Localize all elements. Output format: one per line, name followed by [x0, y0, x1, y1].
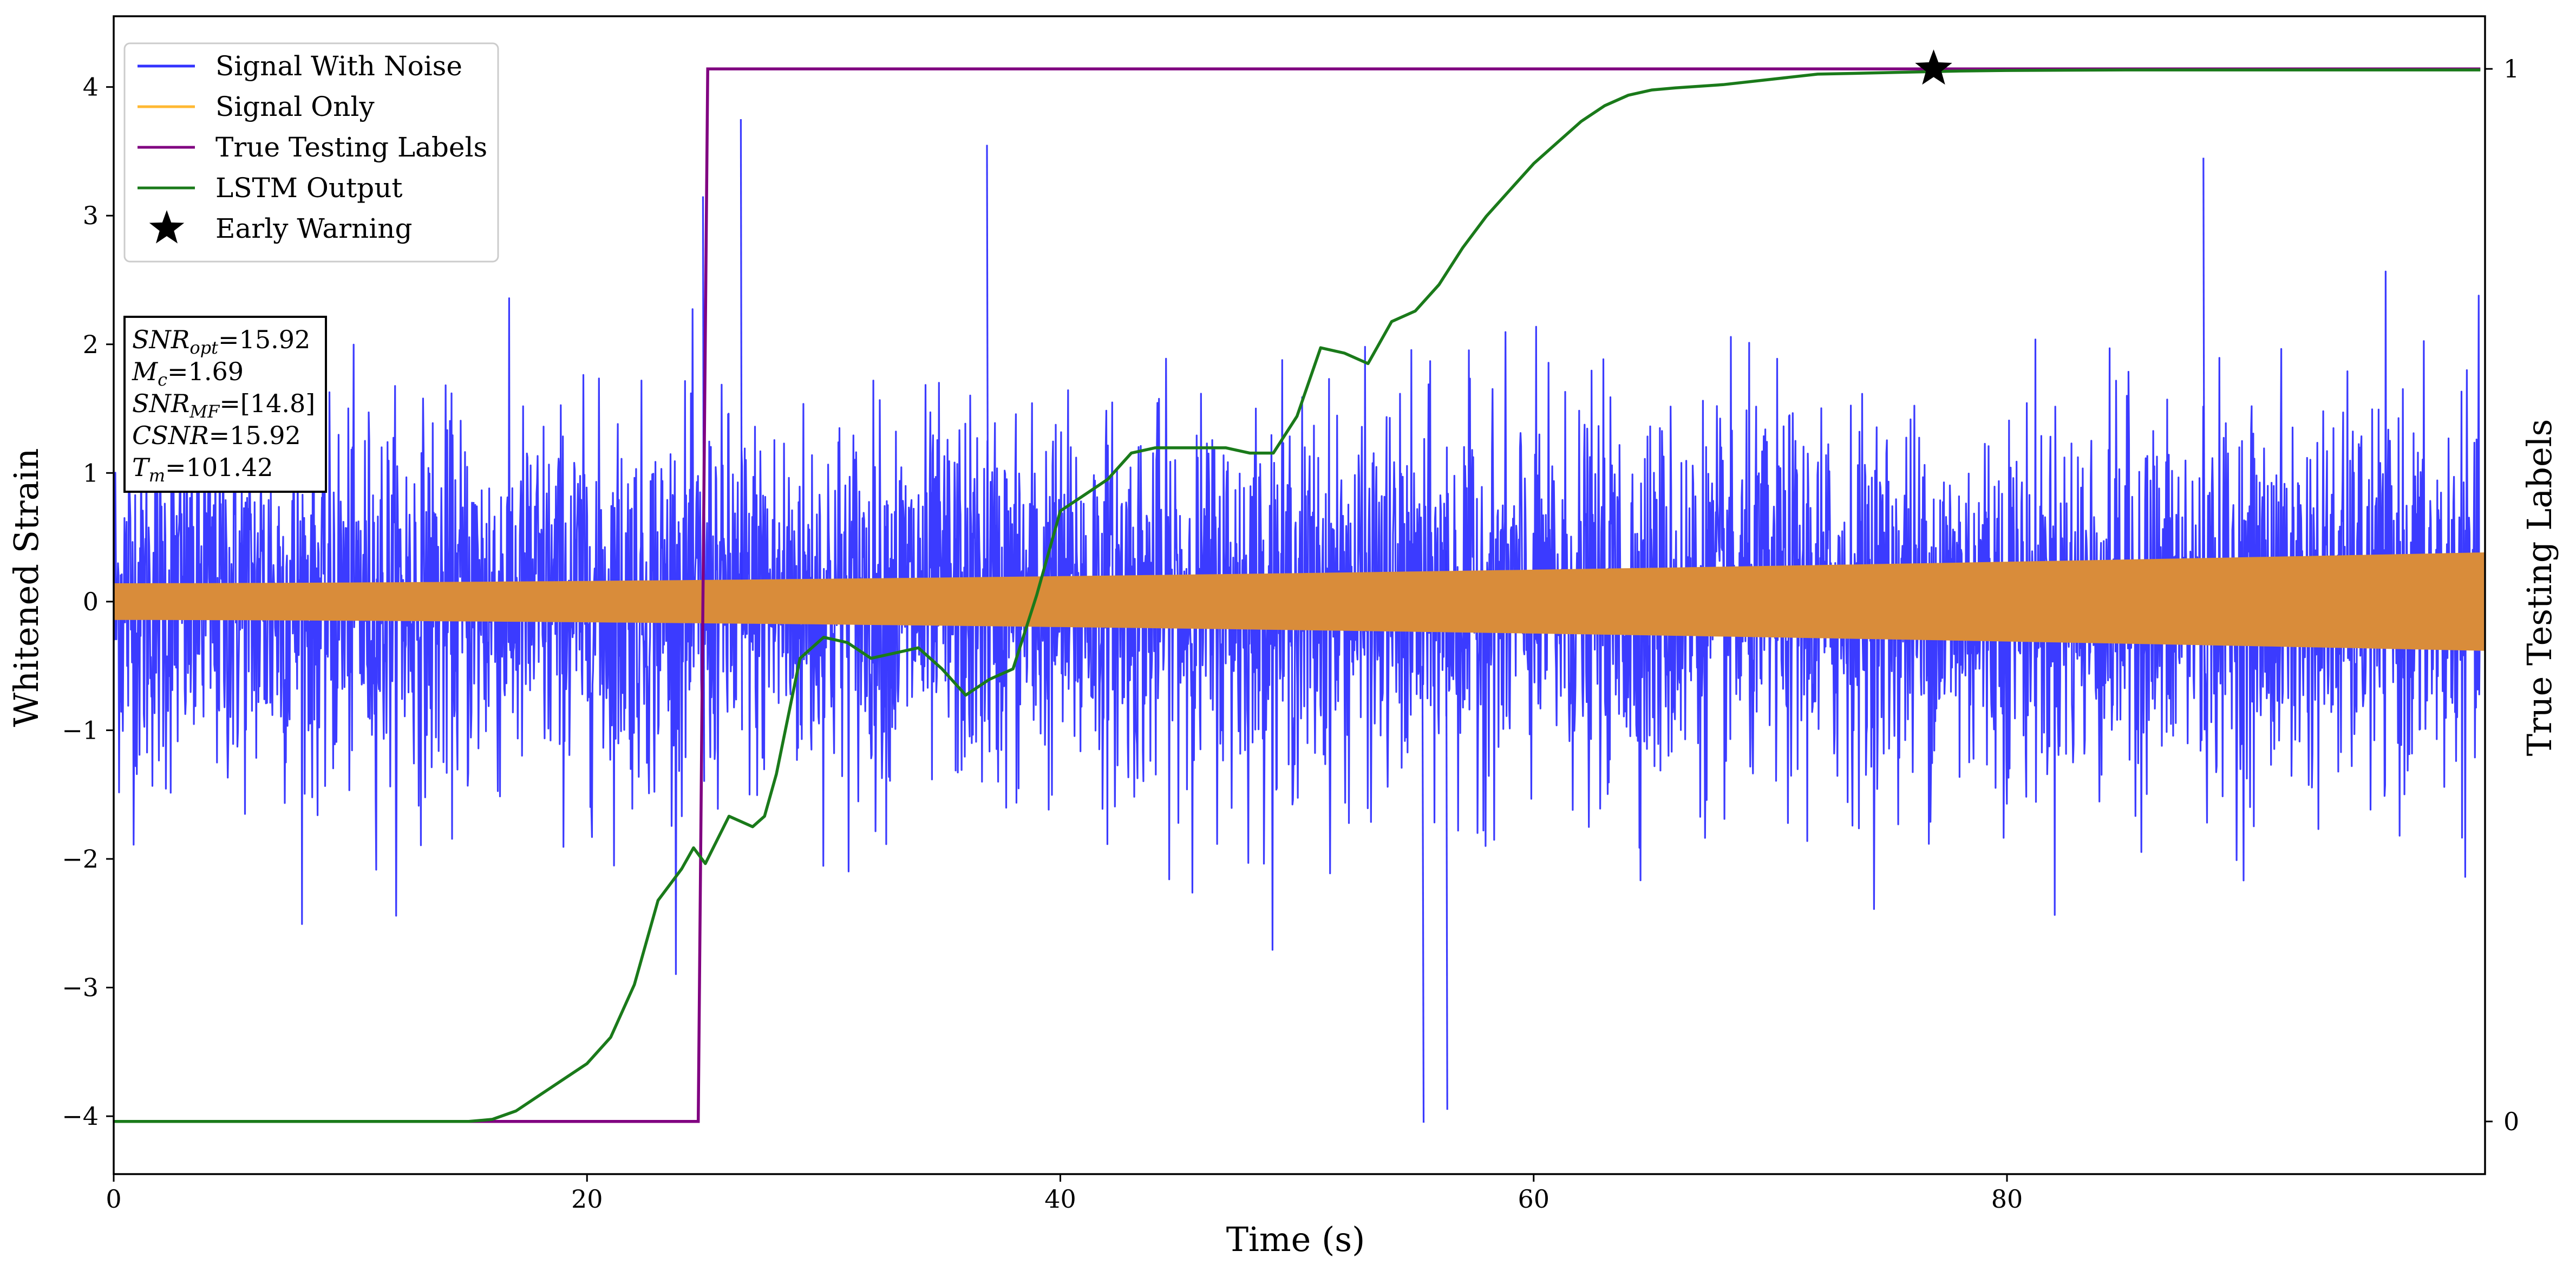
y-left-tick-label: −2 [62, 844, 99, 874]
y-right-tick-label: 0 [2503, 1107, 2519, 1136]
legend-label: LSTM Output [215, 172, 402, 204]
legend-star-icon [149, 210, 185, 244]
y-left-tick-label: 4 [83, 73, 99, 102]
annotation-line: SNRMF=[14.8] [132, 389, 315, 422]
annotation-line: Tm=101.42 [132, 453, 273, 486]
y-left-tick-label: −3 [62, 973, 99, 1002]
legend-label: Signal With Noise [215, 50, 462, 82]
x-tick-label: 80 [1991, 1184, 2023, 1214]
legend: Signal With Noise Signal Only True Testing… [123, 42, 499, 263]
annotation-line: SNRopt=15.92 [132, 325, 310, 358]
y-axis-title-left: Whitened Strain [6, 448, 46, 727]
annotation-box-frame [123, 316, 327, 493]
legend-label: Signal Only [215, 91, 375, 122]
y-left-tick-label: −4 [62, 1102, 99, 1131]
legend-label: Early Warning [215, 213, 413, 244]
annotation-line: Mc=1.69 [132, 357, 244, 390]
plot-frame [113, 15, 2486, 1175]
y-left-tick-label: 3 [83, 201, 99, 230]
x-tick-label: 20 [571, 1184, 603, 1214]
x-tick-label: 0 [106, 1184, 121, 1214]
y-left-tick-label: −1 [62, 715, 99, 745]
y-right-tick-label: 1 [2503, 54, 2519, 83]
parameter-annotation-box: SNRopt=15.92Mc=1.69SNRMF=[14.8]CSNR=15.9… [123, 316, 327, 493]
series-signal-only [114, 552, 2485, 651]
legend-frame [123, 42, 499, 263]
y-axis-title-right: True Testing Labels [2520, 419, 2559, 757]
plot-area [114, 67, 2485, 1123]
series-lstm-output [114, 68, 2481, 1123]
legend-label: True Testing Labels [215, 132, 487, 163]
noise-spike [740, 119, 743, 731]
noise-spike [1445, 550, 1448, 1110]
x-axis-title: Time (s) [1226, 1220, 1365, 1259]
annotation-line: CSNR=15.92 [132, 421, 301, 450]
y-left-tick-label: 2 [83, 330, 99, 359]
x-tick-label: 60 [1518, 1184, 1549, 1214]
early-warning-star-marker [1915, 49, 1952, 85]
noise-spike [1421, 666, 1425, 1123]
y-left-tick-label: 1 [83, 458, 99, 487]
x-tick-label: 40 [1044, 1184, 1076, 1214]
y-left-tick-label: 0 [83, 587, 99, 616]
